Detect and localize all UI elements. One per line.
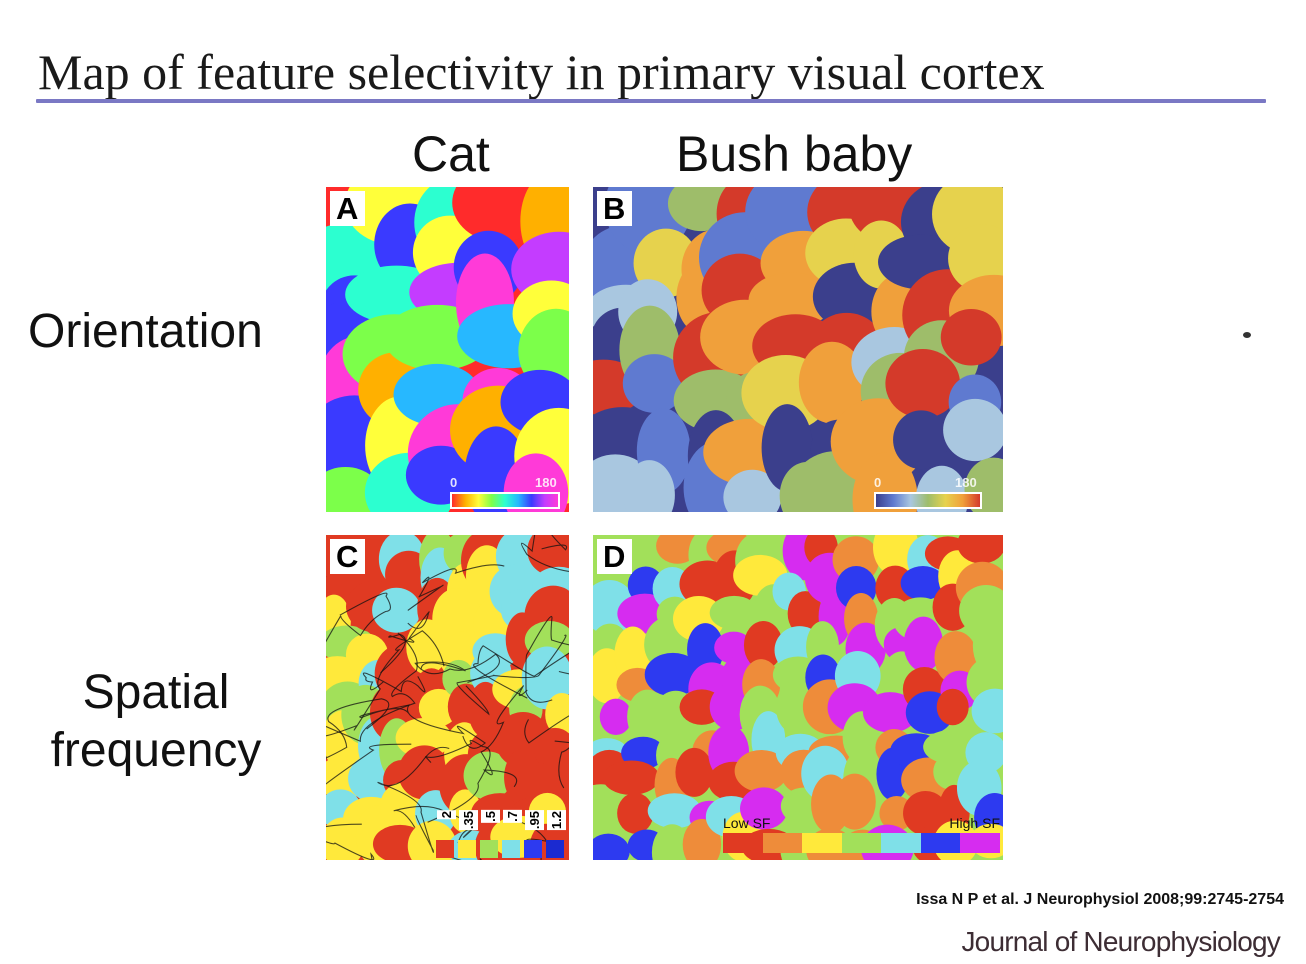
- panel-c-cat-spatial-frequency-map: C 2.35.5.7.95 1.2: [326, 535, 569, 860]
- panel-d-bushbaby-spatial-frequency-map: D Low SF High SF: [593, 535, 1003, 860]
- sf-key-swatch: [480, 840, 498, 858]
- panel-a-cat-orientation-map: A 0 180: [326, 187, 569, 512]
- sf-strip-swatch: [802, 833, 842, 853]
- sf-key-value: .7: [503, 810, 522, 823]
- title-underline: [36, 99, 1266, 103]
- scale-min-label: 0: [874, 475, 882, 490]
- sf-key-item: 1.2: [544, 808, 566, 860]
- column-header-cat: Cat: [412, 126, 490, 182]
- sf-strip-swatch: [762, 833, 803, 853]
- scale-max-label: 180: [955, 475, 977, 490]
- slide-title: Map of feature selectivity in primary vi…: [38, 44, 1045, 100]
- row-header-spatial-line2: frequency: [50, 724, 262, 777]
- sf-key-value: 1.2: [547, 810, 566, 831]
- sf-key-value: .95: [525, 810, 544, 831]
- sf-key-value: .5: [481, 810, 500, 823]
- panel-label-b: B: [597, 191, 633, 226]
- column-header-bush-baby: Bush baby: [676, 126, 913, 182]
- sf-key-item: .35: [456, 808, 478, 860]
- orientation-color-scale: [874, 492, 982, 509]
- spatial-frequency-map-image: [593, 535, 1003, 860]
- scale-max-label: 180: [535, 475, 557, 490]
- spatial-frequency-key: 2.35.5.7.95 1.2: [434, 808, 566, 860]
- sf-key-value: .35: [459, 810, 478, 831]
- sf-strip-swatch: [920, 833, 961, 853]
- spatial-frequency-map-image: [326, 535, 569, 860]
- row-header-orientation: Orientation: [28, 305, 263, 358]
- high-sf-label: High SF: [949, 815, 1000, 831]
- sf-key-value: 2: [437, 810, 456, 820]
- scale-min-label: 0: [450, 475, 458, 490]
- sf-key-swatch: [524, 840, 542, 858]
- panel-b-bushbaby-orientation-map: B 0 180: [593, 187, 1003, 512]
- sf-key-item: .7: [500, 808, 522, 860]
- sf-key-item: .5: [478, 808, 500, 860]
- panel-label-c: C: [330, 539, 366, 574]
- citation: Issa N P et al. J Neurophysiol 2008;99:2…: [916, 891, 1284, 908]
- sf-key-swatch: [502, 840, 520, 858]
- spatial-frequency-legend: Low SF High SF: [723, 815, 1001, 855]
- sf-strip-swatch: [723, 833, 763, 853]
- panel-label-a: A: [330, 191, 366, 226]
- row-header-spatial-line1: Spatial: [82, 666, 230, 719]
- sf-key-swatch: [546, 840, 564, 858]
- sf-strip-swatch: [960, 833, 1001, 853]
- sf-strip-swatch: [841, 833, 882, 853]
- low-sf-label: Low SF: [723, 815, 771, 831]
- orientation-map-image: [326, 187, 569, 512]
- sf-key-swatch: [436, 840, 454, 858]
- sf-key-item: .95: [522, 808, 544, 860]
- orientation-map-image: [593, 187, 1003, 512]
- sf-key-swatch: [458, 840, 476, 858]
- orientation-color-scale: [450, 492, 560, 509]
- stray-mark: [1243, 332, 1251, 338]
- panel-label-d: D: [597, 539, 633, 574]
- journal-logo-text: Journal of Neurophysiology: [961, 926, 1280, 957]
- sf-key-item: 2: [434, 808, 456, 860]
- row-header-spatial-frequency: Spatial frequency: [36, 664, 276, 780]
- sf-strip-swatch: [881, 833, 921, 853]
- sf-color-strip: [723, 833, 1001, 853]
